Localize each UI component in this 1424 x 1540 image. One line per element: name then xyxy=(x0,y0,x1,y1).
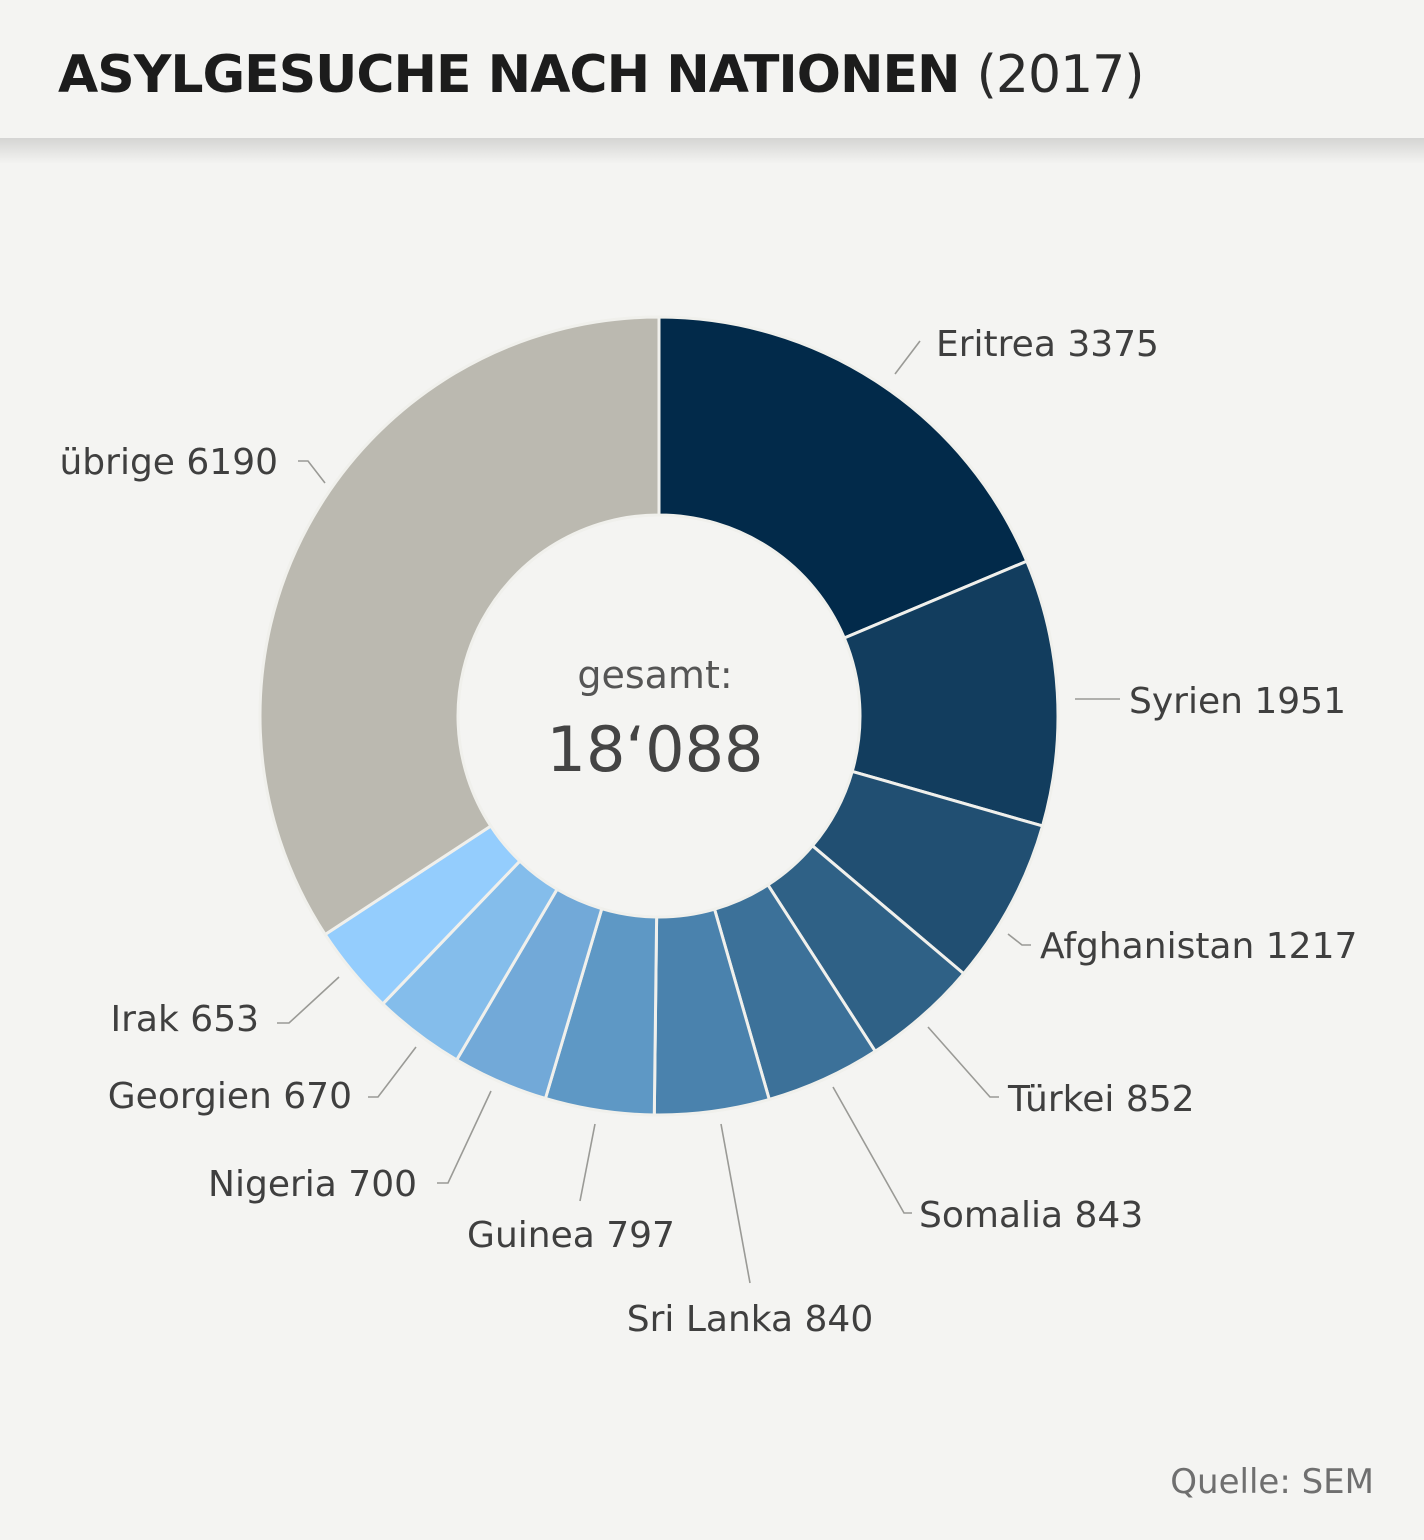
slice-label-9: Irak 653 xyxy=(111,999,259,1040)
title-main: ASYLGESUCHE NACH NATIONEN xyxy=(58,45,961,105)
page-title: ASYLGESUCHE NACH NATIONEN (2017) xyxy=(58,42,1145,108)
leader-line-8 xyxy=(368,1046,417,1098)
header: ASYLGESUCHE NACH NATIONEN (2017) xyxy=(0,0,1424,138)
slice-10 xyxy=(258,315,661,936)
leader-line-7 xyxy=(437,1090,492,1184)
leader-line-9 xyxy=(277,976,340,1024)
slice-label-10: übrige 6190 xyxy=(59,442,278,483)
leader-line-5 xyxy=(720,1123,751,1284)
source-note: Quelle: SEM xyxy=(1170,1462,1374,1502)
leader-line-2 xyxy=(1007,933,1031,946)
leader-line-3 xyxy=(927,1026,999,1098)
slices xyxy=(258,315,1060,1117)
slice-label-7: Nigeria 700 xyxy=(208,1164,417,1205)
slice-label-1: Syrien 1951 xyxy=(1129,681,1346,722)
leader-line-10 xyxy=(298,460,326,484)
title-year: (2017) xyxy=(976,45,1145,105)
slice-label-0: Eritrea 3375 xyxy=(936,324,1159,365)
slice-label-8: Georgien 670 xyxy=(108,1076,352,1117)
leader-line-4 xyxy=(832,1086,912,1214)
leader-line-0 xyxy=(894,340,921,375)
slice-label-3: Türkei 852 xyxy=(1007,1079,1195,1120)
center-total: 18‘088 xyxy=(547,713,764,786)
slice-label-2: Afghanistan 1217 xyxy=(1040,926,1357,967)
leader-lines xyxy=(277,340,1120,1284)
slice-label-5: Sri Lanka 840 xyxy=(627,1299,873,1340)
slice-label-4: Somalia 843 xyxy=(919,1195,1143,1236)
center-label: gesamt: xyxy=(577,653,732,697)
slice-1 xyxy=(842,559,1060,828)
slice-labels: Eritrea 3375 Syrien 1951 Afghanistan 1217 T… xyxy=(59,324,1357,1340)
slice-label-6: Guinea 797 xyxy=(467,1215,675,1256)
slice-0 xyxy=(657,315,1029,640)
leader-line-6 xyxy=(579,1123,596,1202)
header-shadow xyxy=(0,138,1424,164)
